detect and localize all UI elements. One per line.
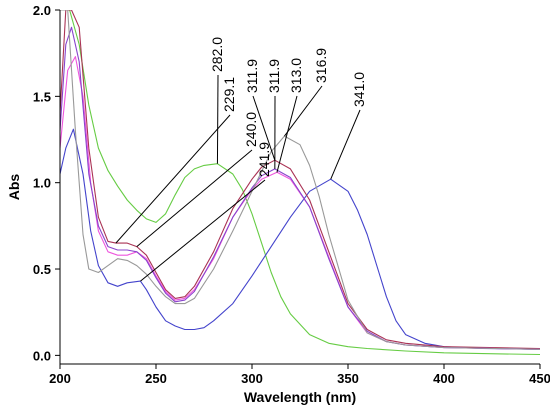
peak-leader-line (216, 74, 219, 164)
peak-label: 282.0 (209, 37, 225, 72)
y-axis-title: Abs (6, 174, 22, 201)
series-line-4 (60, 56, 540, 350)
x-tick-label: 250 (145, 371, 167, 386)
series-group (60, 10, 540, 356)
series-line-2 (60, 128, 540, 350)
y-tick-label: 2.0 (33, 3, 51, 18)
x-tick-label: 350 (337, 371, 359, 386)
peak-label: 311.9 (244, 59, 260, 93)
peak-label: 341.0 (351, 72, 367, 107)
peak-leader-line (136, 149, 253, 247)
x-tick-label: 400 (433, 371, 455, 386)
peak-leader-line (252, 95, 276, 161)
series-line-3 (60, 10, 540, 350)
peak-leader-line (284, 85, 323, 137)
peak-label: 229.1 (221, 77, 237, 112)
peak-leader-line (276, 95, 298, 173)
peak-label: 313.0 (288, 58, 304, 93)
y-tick-label: 0.0 (33, 348, 51, 363)
series-line-1 (60, 10, 540, 356)
x-tick-label: 200 (49, 371, 71, 386)
peak-leader-line (330, 109, 361, 180)
axes-group (59, 10, 540, 365)
y-tick-label: 1.5 (33, 89, 51, 104)
peak-label: 311.9 (266, 59, 282, 93)
x-tick-label: 300 (241, 371, 263, 386)
peak-label: 241.9 (256, 142, 272, 177)
peak-leader-line (115, 114, 231, 244)
y-tick-label: 0.5 (33, 262, 51, 277)
peak-label: 316.9 (313, 48, 329, 83)
x-tick-label: 450 (529, 371, 550, 386)
peak-leader-line (140, 179, 266, 282)
series-line-5 (60, 26, 540, 350)
peak-label: 240.0 (243, 112, 259, 147)
y-tick-label: 1.0 (33, 176, 51, 191)
x-axis-title: Wavelength (nm) (244, 389, 356, 405)
ticks-group: 200 250 300 350 400 450 0.0 0.5 1.0 1.5 2.0 (33, 3, 550, 386)
series-line-6 (60, 10, 540, 350)
